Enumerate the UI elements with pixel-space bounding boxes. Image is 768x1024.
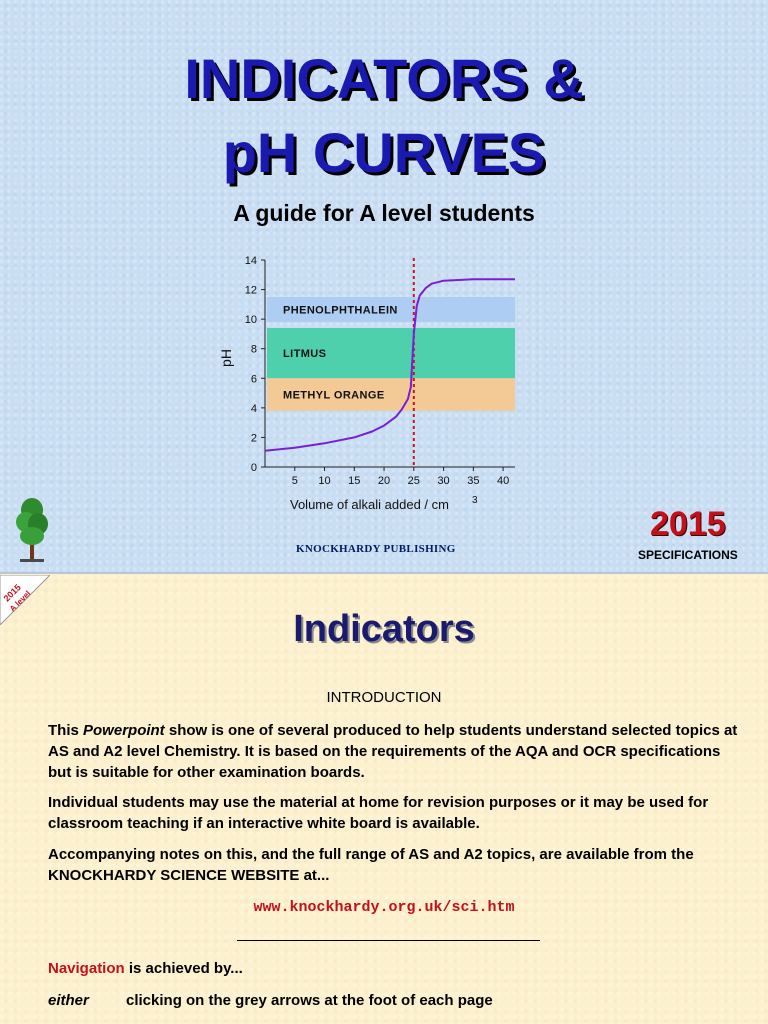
p1-powerpoint: Powerpoint bbox=[83, 722, 165, 739]
indicator-band-label-0: PHENOLPHTHALEIN bbox=[283, 305, 398, 317]
year-label: 2015 bbox=[650, 505, 726, 543]
website-link[interactable]: www.knockhardy.org.uk/sci.htm bbox=[253, 899, 515, 916]
navigation-line: Navigation is achieved by... bbox=[48, 960, 243, 977]
indicator-band-1 bbox=[267, 328, 515, 379]
x-tick-label-15: 15 bbox=[348, 475, 360, 487]
y-tick-label-6: 6 bbox=[251, 373, 257, 385]
publisher-label: KNOCKHARDY PUBLISHING bbox=[296, 543, 456, 555]
a-level-badge: 2015 A level bbox=[0, 575, 50, 625]
indicator-band-label-2: METHYL ORANGE bbox=[283, 390, 385, 402]
p1-text-end: show is one of several produced to help … bbox=[48, 722, 738, 781]
intro-paragraph-2: Individual students may use the material… bbox=[48, 794, 709, 832]
y-tick-label-4: 4 bbox=[251, 403, 257, 415]
title-slide bbox=[0, 0, 768, 573]
indicator-band-0 bbox=[267, 296, 515, 323]
x-tick-label-20: 20 bbox=[378, 475, 390, 487]
tree-icon bbox=[16, 498, 48, 562]
subtitle: A guide for A level students bbox=[233, 200, 535, 226]
x-tick-label-10: 10 bbox=[318, 475, 330, 487]
y-tick-label-10: 10 bbox=[245, 314, 257, 326]
indicators-heading: Indicators bbox=[293, 608, 475, 650]
x-tick-label-35: 35 bbox=[467, 475, 479, 487]
y-axis-label: pH bbox=[218, 349, 234, 367]
y-tick-label-14: 14 bbox=[245, 255, 257, 267]
y-tick-label-12: 12 bbox=[245, 285, 257, 297]
main-title-line2: pH CURVES bbox=[222, 121, 546, 184]
ph-curve-chart: PHENOLPHTHALEIN LITMUS METHYL ORANGE 0 2 4 6 8 1… bbox=[218, 255, 515, 512]
navigation-rest: is achieved by... bbox=[124, 960, 243, 977]
y-tick-label-0: 0 bbox=[251, 462, 257, 474]
x-axis-label: Volume of alkali added / cm bbox=[290, 497, 449, 512]
introduction-heading: INTRODUCTION bbox=[326, 689, 442, 706]
either-description: clicking on the grey arrows at the foot … bbox=[126, 992, 493, 1009]
y-tick-label-8: 8 bbox=[251, 344, 257, 356]
intro-paragraph-3: Accompanying notes on this, and the full… bbox=[48, 846, 694, 884]
y-tick-label-2: 2 bbox=[251, 432, 257, 444]
main-title-line1: INDICATORS & bbox=[184, 47, 584, 110]
p1-text-start: This bbox=[48, 722, 84, 739]
either-word: either bbox=[48, 992, 89, 1009]
indicator-band-2 bbox=[267, 378, 515, 411]
x-tick-label-25: 25 bbox=[408, 475, 420, 487]
indicator-band-label-1: LITMUS bbox=[283, 348, 326, 360]
separator-rule bbox=[237, 940, 540, 941]
x-tick-label-5: 5 bbox=[292, 475, 298, 487]
either-line: either clicking on the grey arrows at the… bbox=[48, 992, 493, 1009]
intro-slide bbox=[0, 574, 768, 1024]
ph-curve-line-0 bbox=[264, 278, 515, 452]
x-tick-label-30: 30 bbox=[437, 475, 449, 487]
specifications-label: SPECIFICATIONS bbox=[638, 548, 738, 562]
x-tick-label-40: 40 bbox=[497, 475, 509, 487]
intro-paragraph-1: This Powerpoint show is one of several p… bbox=[48, 720, 738, 783]
slide-divider bbox=[0, 572, 768, 574]
x-axis-label-superscript: 3 bbox=[472, 495, 478, 506]
navigation-word: Navigation bbox=[48, 960, 125, 977]
